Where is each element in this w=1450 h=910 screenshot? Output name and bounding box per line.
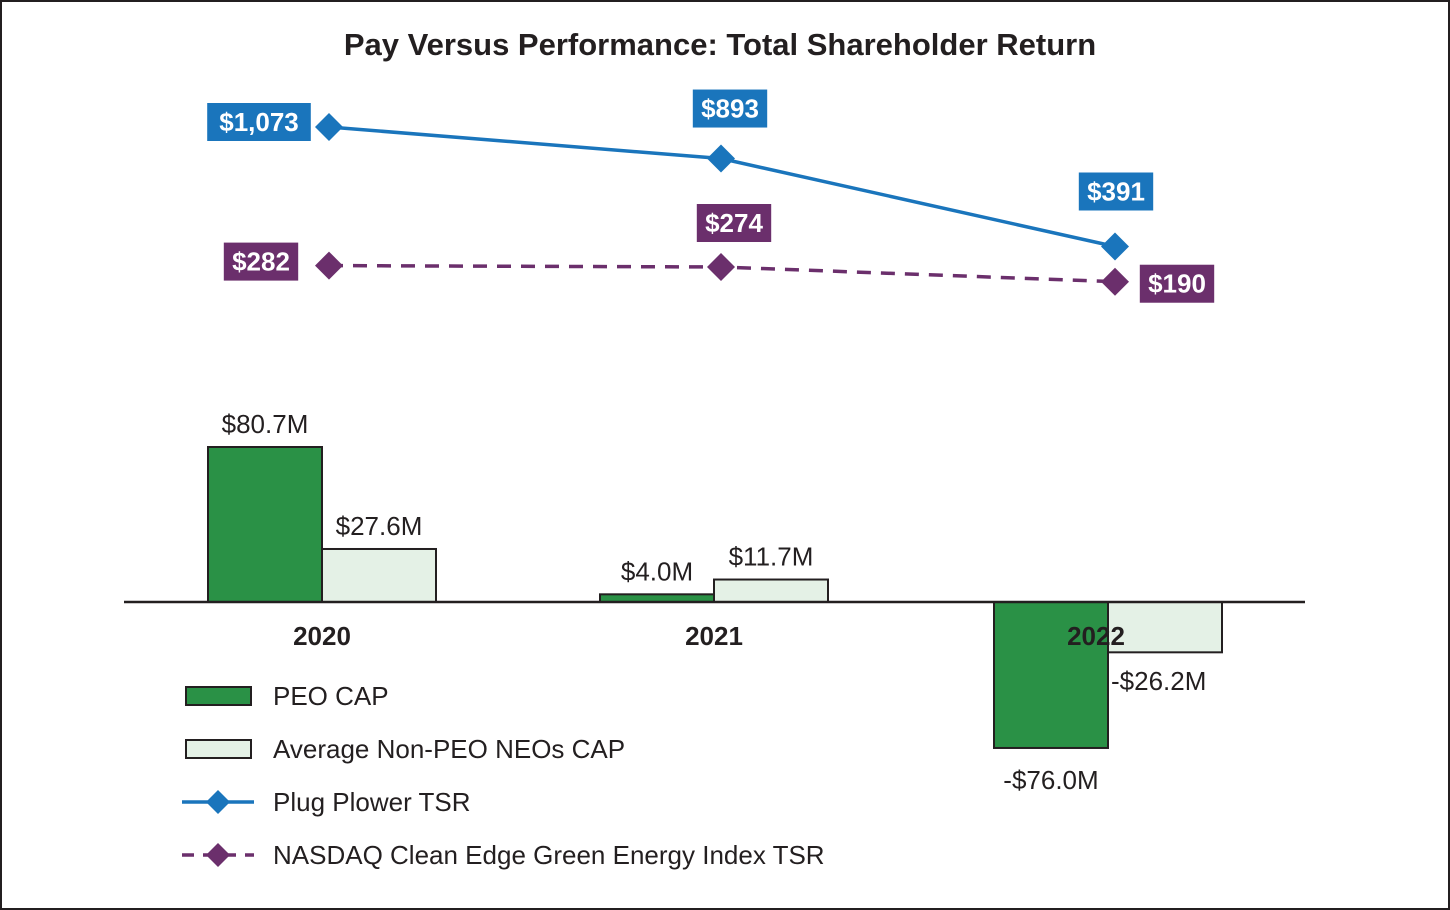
- line-point-marker: [707, 253, 735, 282]
- line-value-label: $282: [232, 247, 290, 277]
- category-label-2020: 2020: [293, 621, 351, 651]
- line-value-label: $274: [705, 208, 763, 238]
- bar-value-label: $27.6M: [336, 511, 423, 541]
- line-point-marker: [707, 144, 735, 173]
- legend-label: NASDAQ Clean Edge Green Energy Index TSR: [273, 840, 825, 870]
- line-point-marker: [1101, 232, 1129, 261]
- legend-line-swatch: [182, 790, 254, 814]
- legend-label: Average Non-PEO NEOs CAP: [273, 734, 625, 764]
- legend-swatch: [185, 686, 252, 706]
- bar-peo-cap-2020: [207, 446, 323, 603]
- line-value-box: [1139, 264, 1215, 303]
- line-point-marker: [1101, 267, 1129, 296]
- bar-peo-cap-2022: [993, 601, 1109, 749]
- bar-value-label: $11.7M: [729, 542, 814, 572]
- bar-non-peo-cap-2021: [713, 578, 829, 604]
- line-value-box: [207, 103, 311, 141]
- line-value-label: $190: [1148, 269, 1206, 299]
- line-value-label: $391: [1087, 177, 1145, 207]
- bar-non-peo-cap-2022: [1107, 601, 1223, 654]
- category-label-2022: 2022: [1067, 621, 1125, 651]
- bar-value-label: $80.7M: [222, 409, 309, 439]
- line-value-box: [1078, 172, 1154, 211]
- line-point-marker: [315, 251, 343, 280]
- bar-value-label: $4.0M: [621, 556, 693, 586]
- line-value-box: [696, 204, 772, 243]
- legend-swatch: [185, 739, 252, 759]
- line-value-box: [692, 89, 768, 128]
- legend-label: PEO CAP: [273, 681, 389, 711]
- chart-title: Pay Versus Performance: Total Shareholde…: [344, 27, 1096, 62]
- bar-value-label: -$76.0M: [1003, 765, 1098, 795]
- line-point-marker: [315, 113, 343, 141]
- line-value-box: [223, 242, 299, 281]
- bar-value-label: -$26.2M: [1111, 666, 1206, 696]
- bar-non-peo-cap-2020: [321, 547, 437, 603]
- legend-line-swatch: [182, 843, 254, 867]
- line-value-label: $893: [701, 94, 759, 124]
- category-label-2021: 2021: [685, 621, 743, 651]
- line-value-label: $1,073: [219, 107, 299, 137]
- legend-label: Plug Plower TSR: [273, 787, 471, 817]
